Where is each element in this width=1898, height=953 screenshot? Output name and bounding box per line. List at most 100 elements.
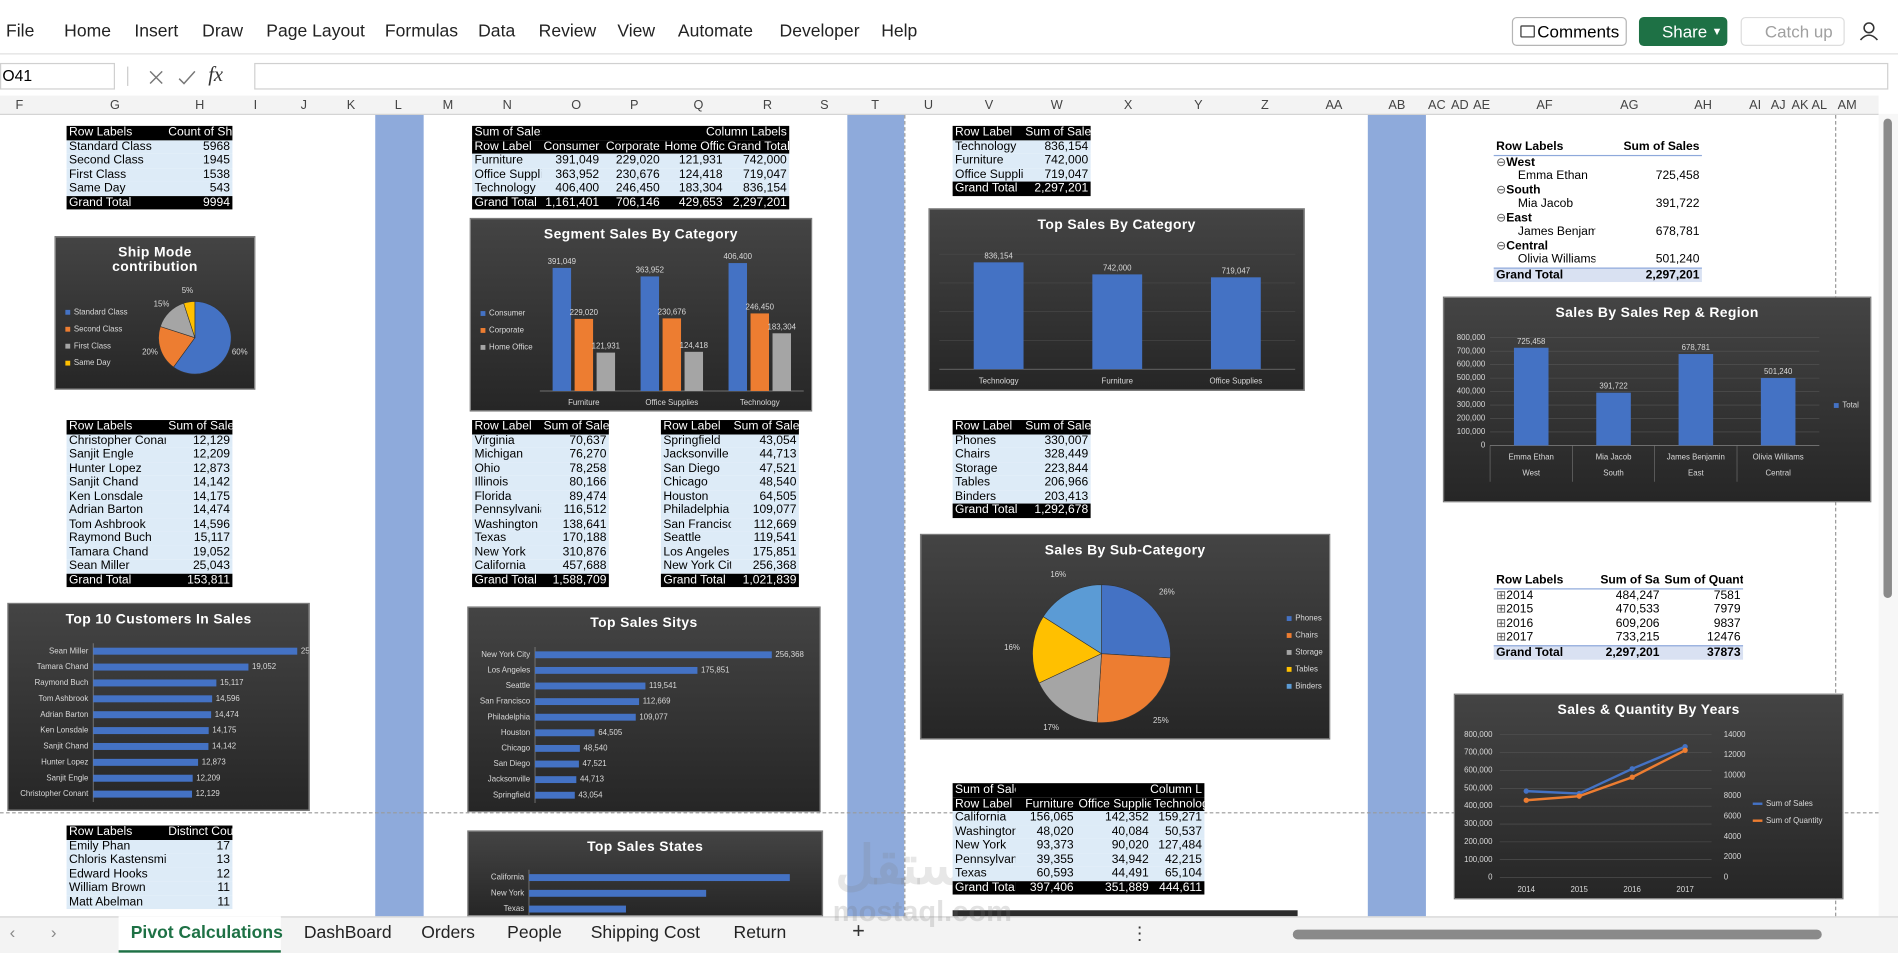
table-cell: 89,474 [569,489,607,503]
bar [535,791,575,799]
legend-swatch [480,344,486,350]
table-cell: 501,240 [1655,252,1700,267]
y-tick-label: 500,000 [1464,783,1493,792]
table-cell: Sum of Sales [474,125,542,140]
data-label: 25% [1153,716,1169,725]
table-cell: 733,215 [1615,630,1660,644]
sheet-tab[interactable]: Return [733,923,787,943]
pie-slice [1042,584,1102,655]
table-cell: 206,966 [1044,475,1089,490]
sheet-tab[interactable]: Pivot Calculations [130,923,283,943]
table-cell: 836,154 [1044,139,1089,154]
share-button[interactable]: Share ▼ [1638,16,1728,46]
sheet-tab[interactable]: People [507,923,562,943]
bar [528,889,707,897]
sheet-tab[interactable]: DashBoard [303,923,392,943]
pivot-table: Row Label Sum of Sale Springfield 43,054 Jac… [660,420,799,588]
table-row: Chicago 48,540 [660,475,799,490]
ribbon-tab[interactable]: Draw [202,21,244,42]
table-row: New York 93,373 90,020 127,484 [952,838,1205,853]
table-cell: Sum of Sales [955,783,1016,797]
scroll-thumb[interactable] [1883,118,1892,598]
tab-next[interactable]: › [50,922,57,942]
ribbon-tab[interactable]: Developer [779,21,860,42]
ribbon-tab[interactable]: Page Layout [266,21,365,42]
y-tick-label: Los Angeles [487,665,530,674]
table-cell: Illinois [474,475,509,490]
share-label: Share [1661,21,1708,42]
y2-tick-label: 2000 [1724,852,1742,861]
ribbon-tab[interactable]: Help [881,21,918,42]
line-point [1523,788,1529,794]
table-row: Second Class 1945 [66,153,233,168]
y-tick-label: 300,000 [1457,400,1486,409]
sheet-tab[interactable]: Orders [421,923,475,943]
y-tick-label: Tamara Chand [37,662,89,671]
pivot-table: Row Label Sum of Sale Virginia 70,637 Michig… [472,420,609,588]
table-row: East [1494,211,1702,225]
ribbon-tab[interactable]: Data [478,21,516,42]
line-series [1526,749,1686,802]
legend-label: Tables [1295,664,1318,673]
bar [1678,354,1714,446]
column-fill [847,114,905,917]
ribbon-tab[interactable]: Review [538,21,597,42]
comments-button[interactable]: Comments [1511,16,1627,46]
formula-input[interactable] [254,62,1889,90]
legend-label: Standard Class [74,307,128,316]
table-cell: Sum of Sales [1623,140,1700,154]
table-cell: 93,373 [1036,838,1074,853]
ribbon-tab[interactable]: Formulas [384,21,459,42]
y-tick-label: 500,000 [1457,373,1486,382]
column-letter: N [502,98,512,113]
table-cell: 1,292,678 [1034,503,1089,517]
data-label: 48,540 [583,743,608,752]
sheet-tab[interactable]: Shipping Cost [590,923,700,943]
table-row: Pennsylvania 116,512 [472,503,609,518]
table-cell: Sum of Sale [1025,125,1091,140]
pivot-table: Sum of Sales Column Labels Row Label Consum… [472,125,790,210]
table-row: Christopher Conar 12,129 [66,433,233,448]
table-cell: Row Label [474,420,532,434]
add-sheet[interactable]: + [852,918,865,943]
ribbon-tab[interactable]: View [617,21,656,42]
table-row: Row Label Consumer Corporate Home Office Gra… [472,139,790,154]
account-icon[interactable] [1858,19,1882,43]
name-box[interactable]: O41 [0,62,115,90]
bar [1092,274,1143,370]
ribbon-tab[interactable]: File [6,21,35,42]
table-cell: 60,593 [1036,866,1074,881]
table-cell: 470,533 [1615,602,1660,617]
bar [528,874,790,882]
table-row: Florida 89,474 [472,489,609,504]
data-label: 256,368 [775,650,804,659]
table-cell: Row Label [955,125,1013,140]
table-row: San Diego 47,521 [660,461,799,476]
x-tick-label: 2016 [1623,885,1641,894]
fx-button[interactable]: fx [208,62,224,86]
scroll-thumb[interactable] [1292,929,1822,940]
ribbon-tab[interactable]: Automate [677,21,754,42]
table-cell: 64,505 [759,489,797,503]
group-label: South [1603,468,1624,477]
data-label: 14,175 [212,726,237,735]
column-letter: O [571,98,582,113]
data-label: 246,450 [746,302,775,311]
y-tick-label: 800,000 [1457,333,1486,342]
x-tick-label: Emma Ethan [1509,453,1554,462]
tab-menu[interactable]: ⋮ [1130,923,1149,945]
table-cell: Ken Lonsdale [68,489,144,503]
table-cell: New York [474,545,526,559]
column-letter: T [871,98,880,113]
y-tick-label: 700,000 [1457,346,1486,355]
horizontal-scrollbar[interactable] [1162,927,1870,942]
ribbon-tab[interactable]: Insert [134,21,179,42]
vertical-scrollbar[interactable] [1878,113,1898,917]
ribbon-tab[interactable]: Home [64,21,111,42]
catch-up-button[interactable]: Catch up [1740,16,1845,46]
table-cell: 2,297,201 [1605,645,1660,660]
y-tick-label: Chicago [501,743,530,752]
tab-prev[interactable]: ‹ [9,922,16,942]
column-letter: AC [1427,98,1446,113]
table-row: Edward Hooks 12 [66,867,233,882]
